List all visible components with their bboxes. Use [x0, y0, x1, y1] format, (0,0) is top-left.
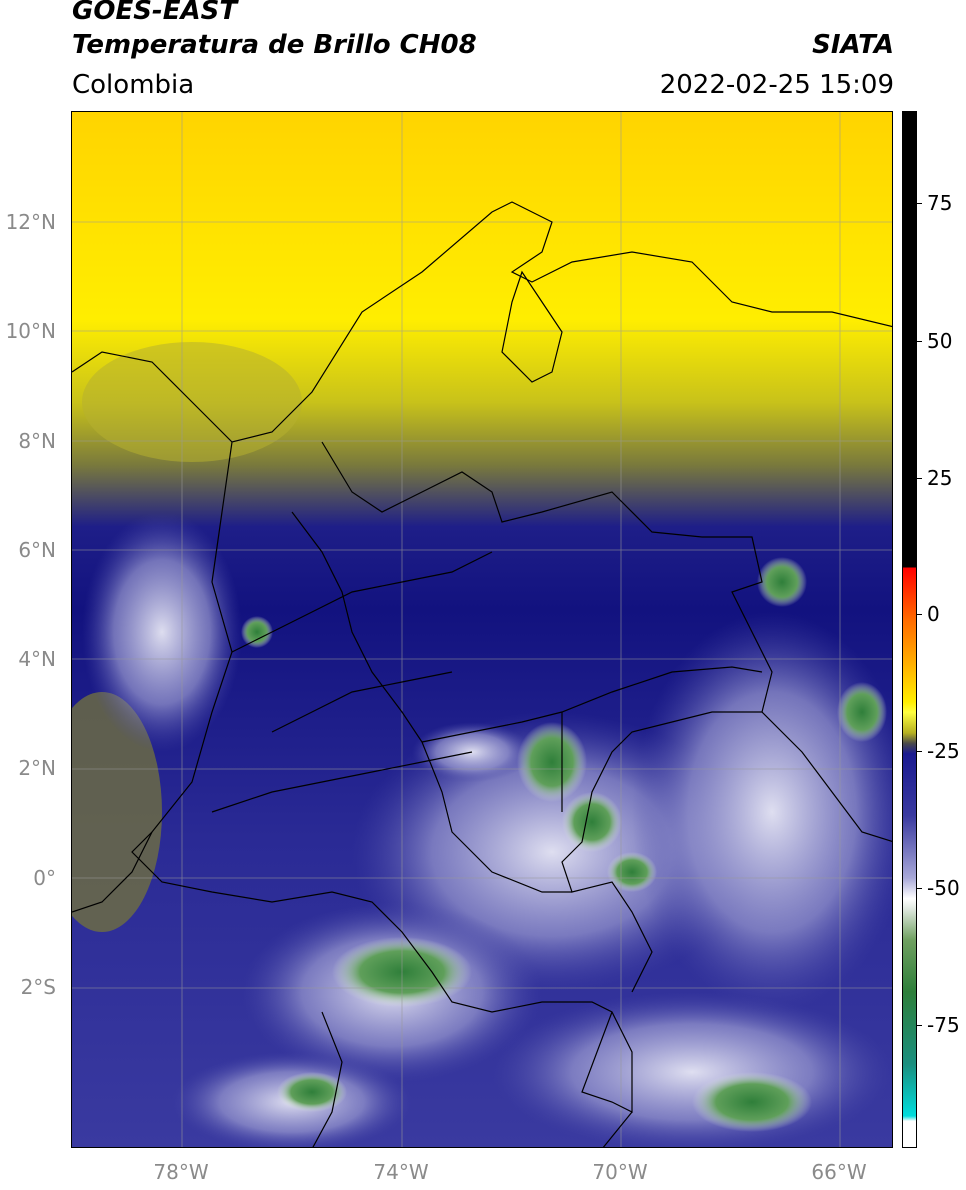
lat-label: 2°S	[20, 975, 56, 999]
borders	[72, 201, 892, 1147]
colorbar-tick	[917, 203, 922, 204]
colorbar-tick	[917, 614, 922, 615]
colorbar-tick	[917, 1025, 922, 1026]
colorbar-label: 0	[927, 602, 940, 626]
colorbar-label: -50	[927, 876, 960, 900]
colorbar-label: -75	[927, 1013, 960, 1037]
cold-core	[241, 616, 273, 648]
lat-label: 6°N	[18, 538, 56, 562]
cold-core	[517, 722, 587, 802]
lat-label: 10°N	[5, 319, 56, 343]
colorbar	[902, 111, 917, 1148]
product-title: Temperatura de Brillo CH08	[72, 30, 477, 60]
colorbar-tick	[917, 751, 922, 752]
lat-label: 8°N	[18, 429, 56, 453]
lat-label: 12°N	[5, 210, 56, 234]
lat-label: 0°	[33, 866, 56, 890]
lon-label: 70°W	[592, 1160, 648, 1184]
lat-label: 2°N	[18, 756, 56, 780]
satellite-title: GOES-EAST	[72, 0, 238, 26]
region-label: Colombia	[72, 70, 195, 100]
colorbar-label: -25	[927, 739, 960, 763]
colorbar-label: 25	[927, 466, 953, 490]
cloud-region	[492, 992, 892, 1147]
cold-core	[562, 792, 622, 852]
lon-label: 66°W	[811, 1160, 867, 1184]
colorbar-label: 50	[927, 329, 953, 353]
warm-patch-west	[72, 692, 162, 932]
cold-core	[607, 852, 657, 892]
cloud-region	[632, 612, 892, 1012]
lon-label: 78°W	[153, 1160, 209, 1184]
cold-core	[277, 1072, 347, 1112]
colorbar-tick	[917, 888, 922, 889]
colorbar-tick	[917, 341, 922, 342]
organization-label: SIATA	[812, 30, 894, 60]
datetime-label: 2022-02-25 15:09	[659, 70, 894, 100]
cold-core	[757, 557, 807, 607]
satellite-map[interactable]	[71, 111, 893, 1148]
lat-label: 4°N	[18, 647, 56, 671]
lon-label: 74°W	[373, 1160, 429, 1184]
cold-core	[692, 1072, 812, 1132]
colorbar-tick	[917, 478, 922, 479]
colorbar-label: 75	[927, 191, 953, 215]
cold-core	[837, 682, 887, 742]
map-canvas	[72, 112, 892, 1147]
cloud-region	[82, 512, 242, 752]
